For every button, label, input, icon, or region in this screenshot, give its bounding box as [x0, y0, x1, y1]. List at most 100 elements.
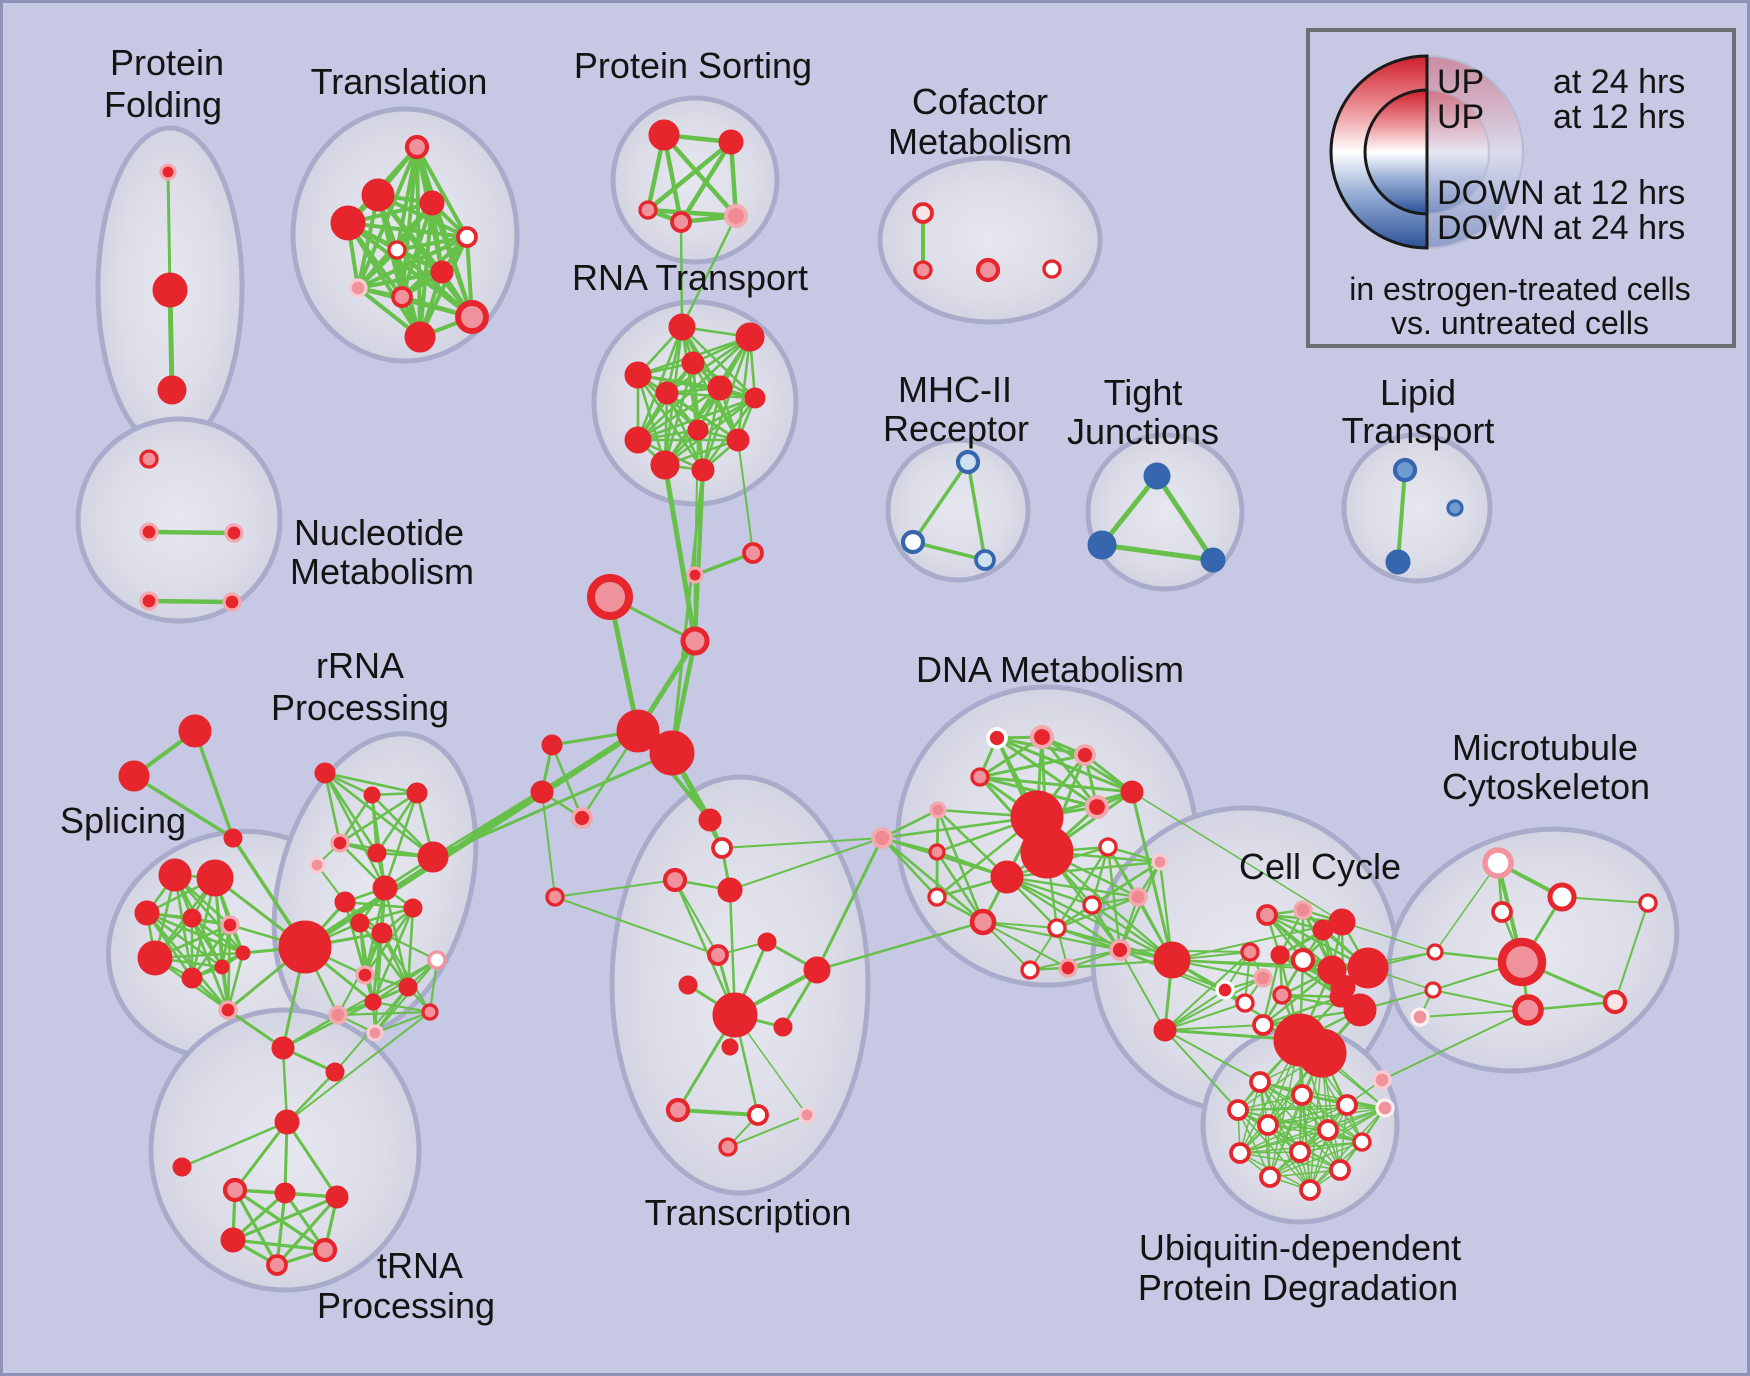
network-edge [1119, 949, 1166, 1031]
network-node-u12 [1375, 1098, 1395, 1118]
network-node-mt6 [1410, 1007, 1430, 1027]
network-node-w0 [1426, 943, 1444, 961]
network-node-mt8 [1372, 1070, 1392, 1090]
network-edge [815, 836, 884, 972]
network-node-u6 [1352, 1132, 1372, 1152]
network-node-ps4 [723, 203, 749, 229]
network-edge [418, 235, 469, 339]
network-node-s9 [218, 1000, 238, 1020]
network-node-d13 [1151, 853, 1169, 871]
network-node-be [616, 709, 660, 753]
network-node-s3 [182, 908, 202, 928]
network-edge [645, 139, 734, 213]
network-node-mt5 [1602, 989, 1628, 1015]
network-edge [1269, 1169, 1341, 1178]
network-edge [173, 873, 245, 955]
network-edge [1005, 875, 1174, 962]
network-node-mt4 [1512, 994, 1544, 1026]
network-edge [132, 774, 235, 840]
network-edge [982, 921, 1069, 969]
network-node-r14 [398, 977, 418, 997]
network-node-q8 [220, 1227, 246, 1253]
network-edge [226, 951, 245, 1012]
network-edge [418, 201, 434, 339]
network-node-r8 [350, 913, 370, 933]
network-node-x12 [665, 1097, 691, 1123]
network-edge [146, 529, 237, 536]
network-edge [193, 729, 235, 840]
network-node-d18 [1047, 918, 1067, 938]
network-edge [636, 373, 757, 400]
network-edge [550, 743, 584, 820]
network-node-pf0 [159, 163, 177, 181]
network-edge [670, 468, 705, 755]
network-edge [370, 793, 387, 890]
network-node-nm3 [139, 591, 159, 611]
network-node-d16 [1128, 887, 1148, 907]
network-node-nm2 [224, 523, 244, 543]
network-edge [1055, 845, 1110, 930]
network-edge [375, 791, 419, 855]
network-node-r13 [355, 965, 375, 985]
network-node-d10 [1020, 825, 1074, 879]
network-edge [880, 836, 939, 899]
network-node-cf2 [975, 257, 1001, 283]
network-node-r5 [367, 843, 387, 863]
network-node-tj0 [1143, 462, 1171, 490]
network-node-c2 [1293, 900, 1313, 920]
network-node-bc [587, 574, 633, 620]
network-node-rt5 [707, 375, 733, 401]
network-node-ba [686, 566, 704, 584]
cluster-label-tight-junctions-line0: Tight [1104, 372, 1183, 413]
network-node-bf [649, 730, 695, 776]
network-edge [1261, 995, 1342, 1027]
network-edge [680, 325, 757, 400]
network-edge [275, 1191, 287, 1267]
network-node-c13 [1252, 1014, 1274, 1036]
network-node-q7 [325, 1185, 349, 1209]
network-node-mt2 [1491, 901, 1513, 923]
network-node-u8 [1289, 1141, 1311, 1163]
network-node-d22 [1153, 941, 1191, 979]
network-edge [373, 1010, 432, 1035]
legend-box: UP at 24 hrs UP at 12 hrs DOWN at 12 hrs… [1306, 28, 1736, 348]
network-node-r18 [366, 1024, 384, 1042]
cluster-cofactor-metabolism [877, 155, 1103, 325]
network-node-r3 [330, 833, 350, 853]
network-edge [880, 836, 985, 924]
cluster-label-transcription-line0: Transcription [645, 1192, 852, 1233]
network-edge [1278, 953, 1342, 999]
network-node-q5 [222, 1177, 248, 1203]
network-node-n0 [1153, 1018, 1177, 1042]
network-node-u0 [1249, 1071, 1271, 1093]
cluster-label-ubiquitin-degradation-line1: Protein Degradation [1138, 1267, 1458, 1308]
network-node-r16 [421, 1003, 439, 1021]
network-edge [373, 958, 439, 1035]
legend-note-line2: vs. untreated cells [1391, 305, 1649, 341]
network-node-lt2 [1446, 499, 1464, 517]
cluster-label-protein-folding-line0: Protein [110, 42, 224, 83]
network-edge [1341, 921, 1436, 953]
network-node-r4 [308, 856, 326, 874]
network-edge [383, 791, 419, 890]
network-edge [190, 916, 224, 969]
legend-down-24-label: DOWN [1437, 209, 1545, 247]
cluster-label-lipid-transport-line0: Lipid [1380, 372, 1456, 413]
network-node-tj2 [1200, 547, 1226, 573]
legend-up-12-label: UP [1437, 98, 1484, 136]
network-node-u10 [1329, 1159, 1351, 1181]
network-node-nm0 [139, 449, 159, 469]
network-node-c4 [1328, 908, 1356, 936]
legend-circle-inner-right [1426, 88, 1490, 216]
network-node-d0 [986, 727, 1008, 749]
network-node-r7 [334, 891, 356, 913]
network-edge [1269, 1104, 1348, 1178]
network-edge [275, 1195, 339, 1267]
cluster-lipid-transport [1341, 432, 1493, 584]
network-edge [231, 1195, 339, 1242]
network-node-s2 [134, 900, 160, 926]
network-edge [636, 325, 684, 442]
legend-circle-inner-left [1363, 88, 1429, 216]
network-node-q2 [325, 1062, 345, 1082]
network-node-r9 [372, 875, 398, 901]
